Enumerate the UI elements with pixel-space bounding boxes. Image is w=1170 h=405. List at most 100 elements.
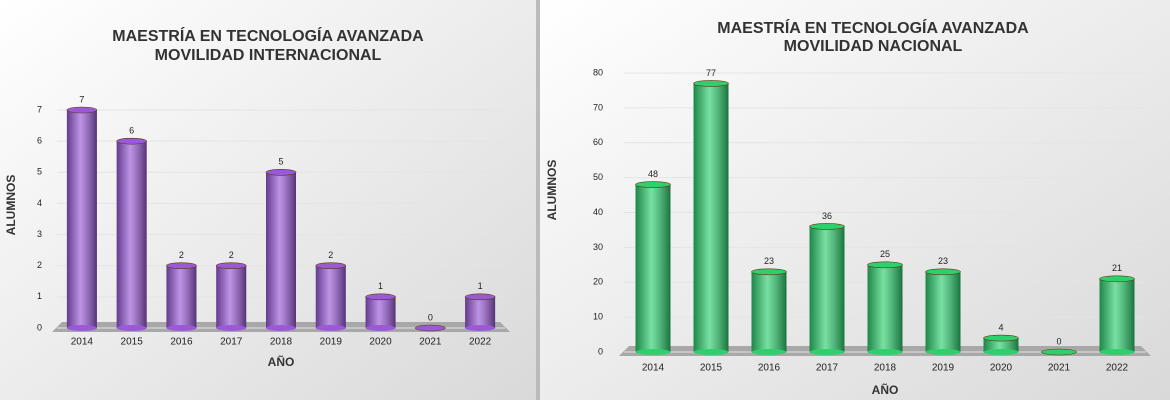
bar-top [116,137,147,145]
value-label: 0 [428,312,433,322]
y-tick-label: 6 [37,136,42,146]
y-tick-label: 1 [37,291,42,301]
bar-top [215,262,247,270]
bar-shade [635,184,671,352]
value-label: 36 [822,211,832,221]
bar-top [315,262,347,270]
x-tick-label: 2018 [874,363,897,374]
x-axis-label: AÑO [872,382,899,397]
bar-bottom [925,349,961,355]
x-tick-label: 2020 [369,337,392,348]
y-axis-label: ALUMNOS [4,175,18,236]
bar-top [166,262,197,270]
bar-shade [925,271,961,352]
bar-bottom [315,325,346,331]
bar-shade [216,265,247,328]
bar-bottom [266,325,296,331]
bar-top [415,324,446,332]
value-label: 5 [278,157,283,167]
value-label: 0 [1056,336,1061,346]
value-label: 2 [179,250,184,260]
x-tick-label: 2016 [170,337,193,348]
value-label: 23 [938,256,948,266]
y-tick-label: 70 [593,102,603,112]
bar-bottom [693,349,729,355]
value-label: 21 [1112,263,1122,273]
chart-subtitle: MOVILIDAD INTERNACIONAL [155,47,382,64]
bar-bottom [365,325,396,331]
bar-top [751,268,787,276]
value-label: 2 [229,250,234,260]
divider [536,0,540,400]
value-label: 23 [764,256,774,266]
value-label: 25 [880,249,890,259]
y-tick-label: 7 [37,104,42,114]
bar-shade [315,265,346,328]
bar-bottom [809,349,845,355]
bar-bottom [751,349,787,355]
x-tick-label: 2022 [1106,363,1129,374]
y-tick-label: 0 [598,346,603,356]
x-tick-label: 2017 [220,337,243,348]
bar-shade [1099,278,1135,352]
x-tick-label: 2021 [419,337,442,348]
x-tick-label: 2015 [700,363,723,374]
value-label: 6 [129,126,134,136]
y-tick-label: 20 [593,277,603,287]
bar-bottom [635,349,671,355]
value-label: 1 [478,281,483,291]
bar-shade [693,83,729,353]
x-tick-label: 2015 [121,337,144,348]
bar-bottom [983,349,1019,355]
bar-top [265,168,297,176]
x-tick-label: 2018 [270,337,293,348]
y-tick-label: 40 [593,207,603,217]
value-label: 4 [998,322,1003,332]
bar-shade [266,172,296,328]
bar-shade [465,296,496,328]
x-tick-label: 2016 [758,363,781,374]
bar-shade [867,264,903,352]
bar-bottom [216,325,247,331]
chart-subtitle: MOVILIDAD NACIONAL [784,38,963,55]
bar-bottom [116,325,147,331]
panel [540,0,1170,400]
y-tick-label: 30 [593,242,603,252]
bar-bottom [867,349,903,355]
bar-shade [365,296,396,328]
bar-top [464,293,496,301]
bar-top [1099,275,1135,283]
y-tick-label: 5 [37,167,42,177]
y-tick-label: 4 [37,198,42,208]
y-tick-label: 60 [593,137,603,147]
y-tick-label: 3 [37,229,42,239]
bar-shade [166,265,197,328]
bar-bottom [1099,349,1135,355]
x-tick-label: 2021 [1048,363,1071,374]
bar-top [66,106,98,114]
y-tick-label: 80 [593,67,603,77]
bar-top [925,268,961,276]
x-axis-label: AÑO [268,354,295,369]
bar-shade [116,141,147,328]
value-label: 48 [648,169,658,179]
bar-shade [809,226,845,352]
y-tick-label: 2 [37,260,42,270]
x-tick-label: 2019 [932,363,955,374]
value-label: 1 [378,281,383,291]
value-label: 7 [79,94,84,104]
bar-bottom [166,325,197,331]
x-tick-label: 2020 [990,363,1013,374]
bar-shade [66,110,97,328]
bar-top [365,293,396,301]
x-tick-label: 2014 [642,363,665,374]
bar-top [809,223,845,230]
chart-title: MAESTRÍA EN TECNOLOGÍA AVANZADA [112,26,424,45]
bar-bottom [66,325,97,331]
bar-top [1041,348,1077,356]
x-tick-label: 2022 [469,337,492,348]
bar-bottom [465,325,496,331]
y-tick-label: 10 [593,312,603,322]
chart-title: MAESTRÍA EN TECNOLOGÍA AVANZADA [717,18,1029,37]
